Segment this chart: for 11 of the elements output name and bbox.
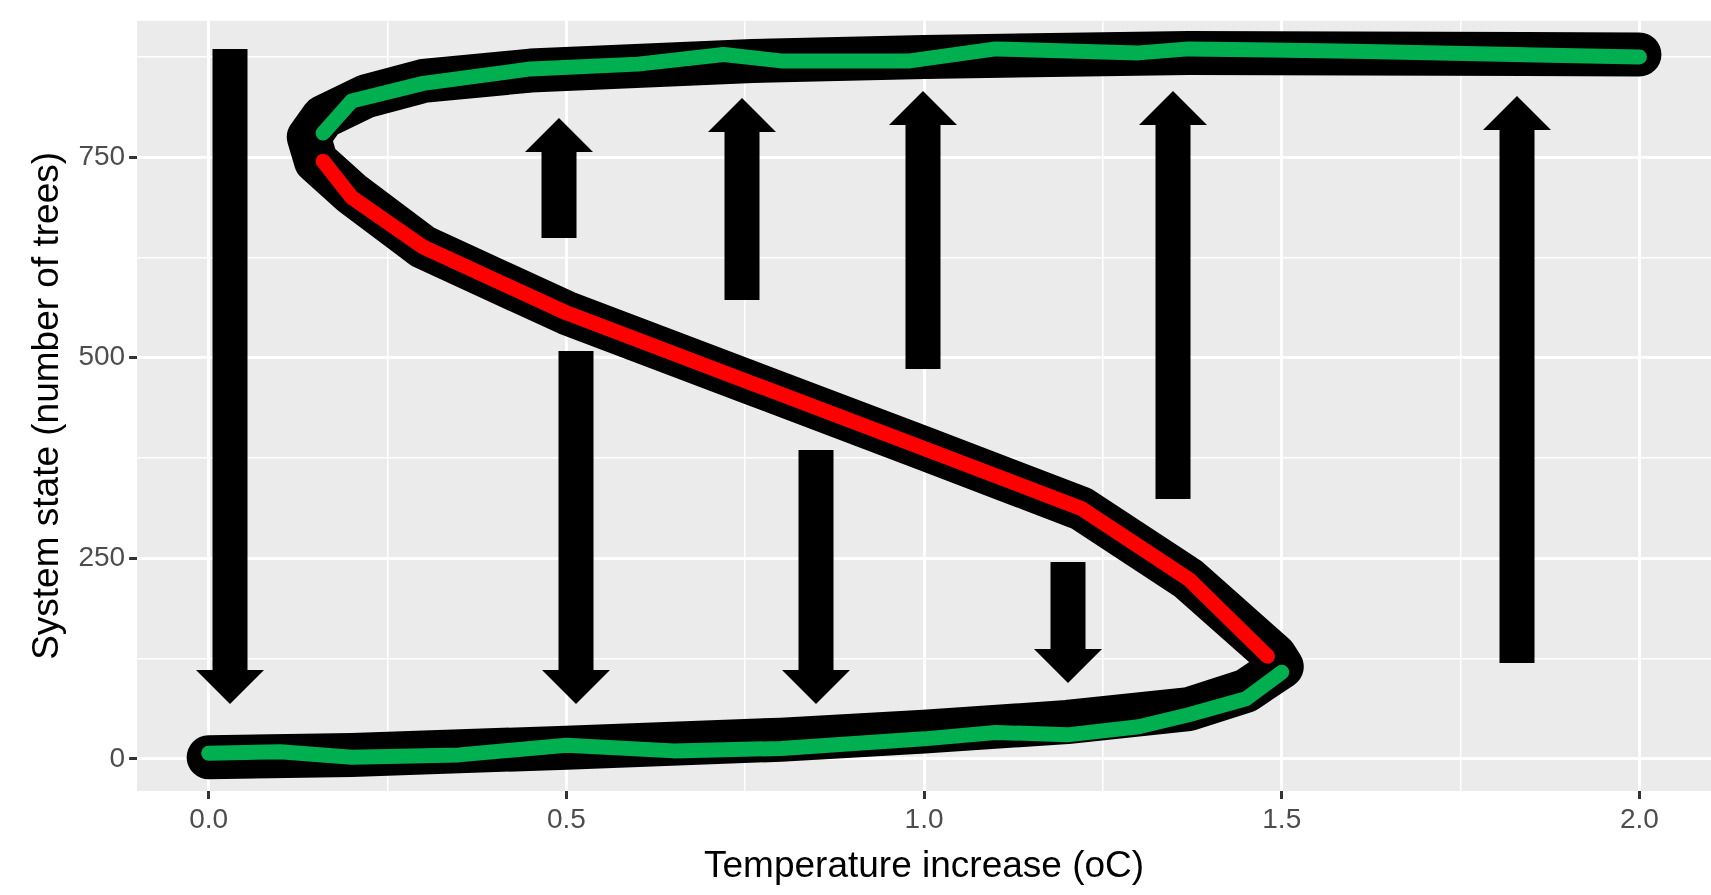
x-tick-label: 0.0 <box>189 802 229 834</box>
y-tick-label: 500 <box>78 340 126 372</box>
y-tick-label: 0 <box>109 741 126 773</box>
x-tick-label: 1.0 <box>904 802 944 834</box>
x-axis-title: Temperature increase (oC) <box>704 844 1145 885</box>
y-tick-label: 250 <box>78 541 126 573</box>
x-tick-label: 1.5 <box>1262 802 1302 834</box>
x-tick-label: 0.5 <box>546 802 586 834</box>
y-axis-title: System state (number of trees) <box>25 151 67 660</box>
y-tick-label: 750 <box>78 139 126 171</box>
x-tick-label: 2.0 <box>1619 802 1659 834</box>
